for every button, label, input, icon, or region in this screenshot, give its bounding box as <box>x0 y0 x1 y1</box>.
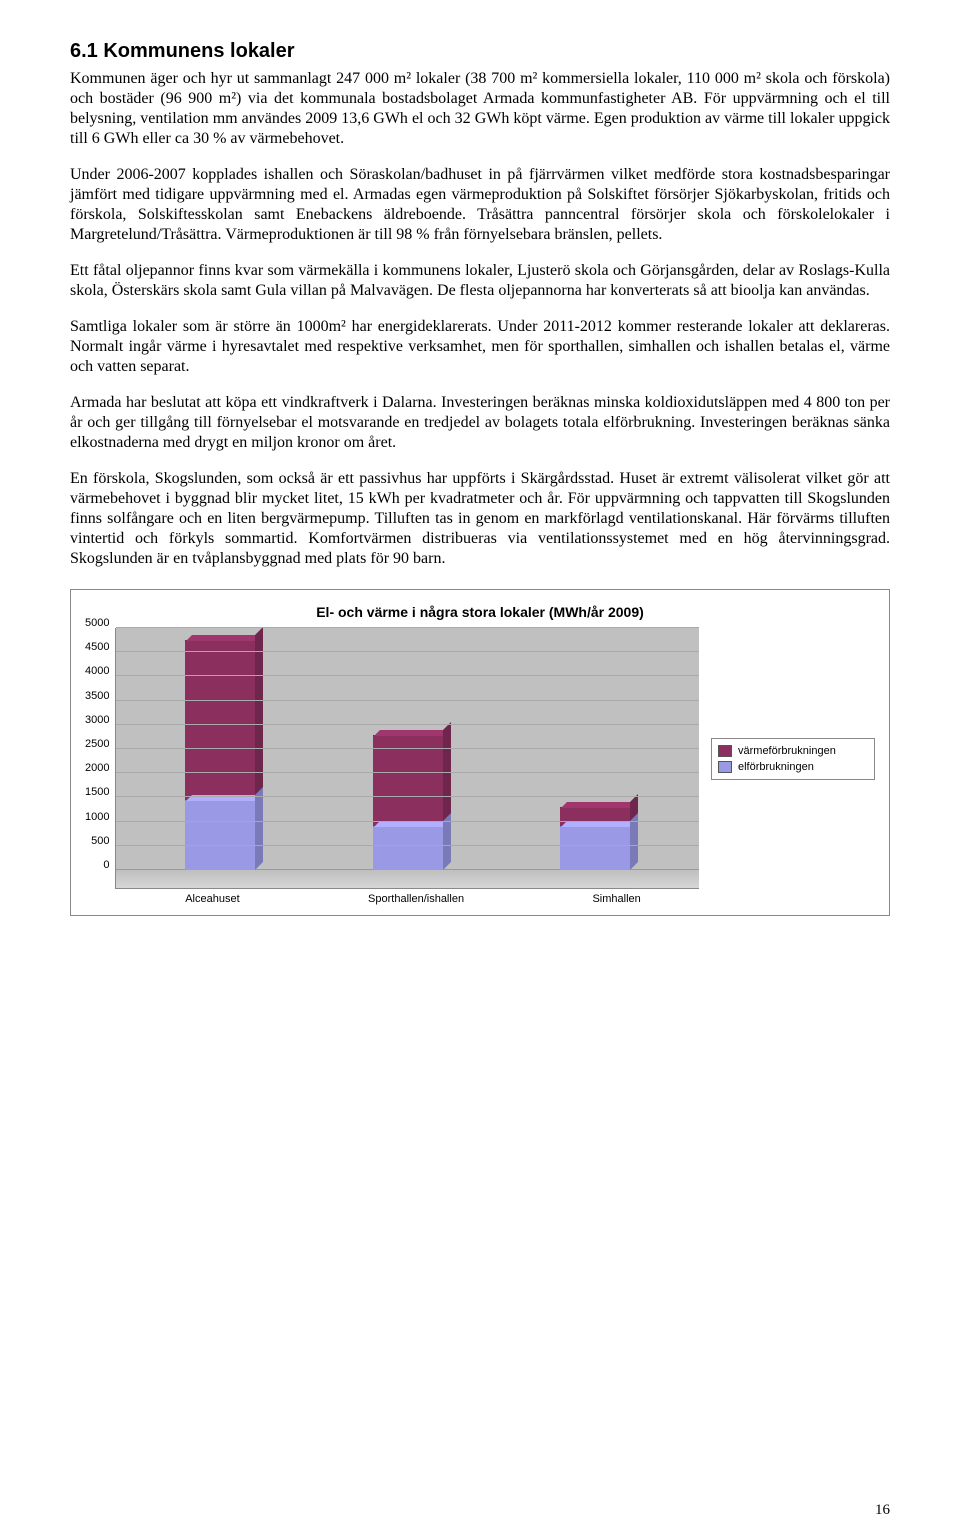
chart-y-axis: 5000450040003500300025002000150010005000 <box>85 628 115 888</box>
chart-bar <box>560 807 630 870</box>
chart-x-label: Simhallen <box>592 893 640 905</box>
chart-gridline <box>116 796 699 797</box>
chart-gridline <box>116 700 699 701</box>
chart-legend-row: värmeförbrukningen <box>718 743 868 759</box>
chart-x-label: Alceahuset <box>185 893 239 905</box>
chart-bars <box>116 628 699 870</box>
chart-gridline <box>116 627 699 628</box>
page-number: 16 <box>875 1502 890 1519</box>
paragraph-1: Kommunen äger och hyr ut sammanlagt 247 … <box>70 69 890 149</box>
chart-legend-swatch <box>718 761 732 773</box>
chart-x-label: Sporthallen/ishallen <box>368 893 464 905</box>
paragraph-2: Under 2006-2007 kopplades ishallen och S… <box>70 165 890 245</box>
chart-bar-segment <box>185 800 255 870</box>
chart-bar-segment <box>185 640 255 800</box>
chart-gridline <box>116 821 699 822</box>
chart-gridline <box>116 724 699 725</box>
paragraph-5: Armada har beslutat att köpa ett vindkra… <box>70 393 890 453</box>
paragraph-6: En förskola, Skogslunden, som också är e… <box>70 469 890 569</box>
chart-legend-swatch <box>718 745 732 757</box>
section-title: 6.1 Kommunens lokaler <box>70 40 890 63</box>
paragraph-4: Samtliga lokaler som är större än 1000m²… <box>70 317 890 377</box>
chart-plot <box>115 628 699 889</box>
chart-legend: värmeförbrukningen elförbrukningen <box>711 738 875 780</box>
chart-title: El- och värme i några stora lokaler (MWh… <box>85 604 875 620</box>
chart-bar-slot <box>363 735 453 871</box>
chart-gridline <box>116 845 699 846</box>
chart-bar-segment <box>373 826 443 870</box>
chart-bar-slot <box>550 807 640 870</box>
chart-gridline <box>116 772 699 773</box>
chart-area: 5000450040003500300025002000150010005000… <box>85 628 875 889</box>
chart-x-axis: Alceahuset Sporthallen/ishallen Simhallen <box>85 893 875 905</box>
paragraph-3: Ett fåtal oljepannor finns kvar som värm… <box>70 261 890 301</box>
page: 6.1 Kommunens lokaler Kommunen äger och … <box>0 0 960 1537</box>
chart-gridline <box>116 675 699 676</box>
chart-container: El- och värme i några stora lokaler (MWh… <box>70 589 890 916</box>
chart-legend-label: värmeförbrukningen <box>738 745 836 757</box>
chart-legend-label: elförbrukningen <box>738 761 814 773</box>
chart-gridline <box>116 651 699 652</box>
chart-legend-row: elförbrukningen <box>718 759 868 775</box>
chart-bar-segment <box>560 826 630 870</box>
chart-gridline <box>116 748 699 749</box>
chart-floor <box>116 869 699 888</box>
chart-bar <box>373 735 443 871</box>
